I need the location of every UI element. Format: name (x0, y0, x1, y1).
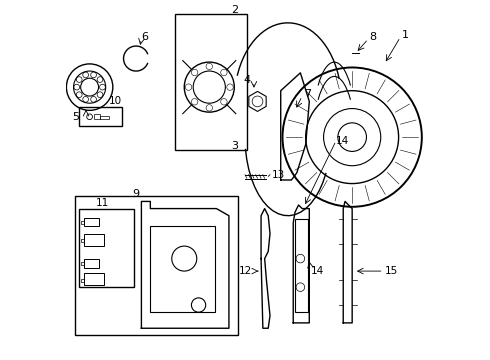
Bar (150, 226, 215, 312)
Bar (81, 221, 83, 224)
Text: 3: 3 (231, 141, 238, 151)
Bar (84, 273, 104, 285)
Text: 4: 4 (243, 75, 250, 85)
Text: 2: 2 (231, 5, 238, 15)
Bar (295, 219, 308, 312)
Bar (84, 234, 104, 246)
Text: 9: 9 (132, 189, 140, 199)
Text: 7: 7 (304, 89, 311, 99)
Text: 5: 5 (72, 112, 79, 122)
Bar (79, 208, 134, 287)
Text: 6: 6 (142, 32, 148, 42)
Text: 1: 1 (402, 30, 409, 40)
Bar (75, 196, 238, 336)
Bar (100, 116, 109, 119)
Bar (79, 107, 122, 126)
Text: 15: 15 (384, 266, 397, 276)
Bar (81, 262, 83, 265)
Text: 14: 14 (336, 136, 349, 146)
Bar (81, 279, 83, 282)
Text: 8: 8 (369, 32, 376, 42)
Bar (84, 217, 98, 226)
Bar (94, 114, 99, 119)
Bar (81, 239, 83, 242)
Bar (175, 14, 247, 150)
Text: 12: 12 (239, 266, 252, 276)
Text: 10: 10 (109, 96, 122, 107)
Bar (84, 258, 98, 267)
Text: 11: 11 (96, 198, 109, 208)
Text: 14: 14 (311, 266, 324, 276)
Text: 13: 13 (272, 170, 285, 180)
